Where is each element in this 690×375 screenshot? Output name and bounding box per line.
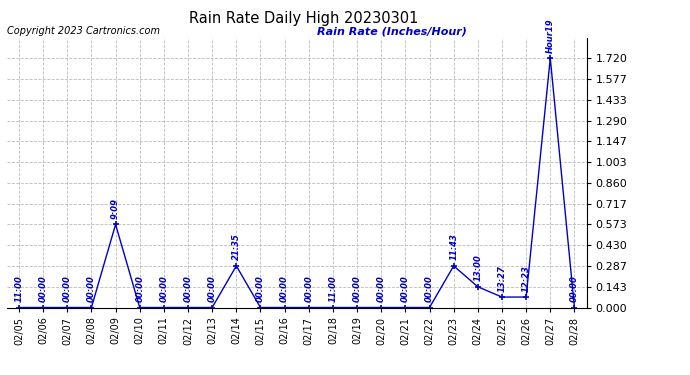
Text: 00:00: 00:00 <box>63 275 72 302</box>
Text: 13:00: 13:00 <box>473 254 482 281</box>
Text: Rain Rate Daily High 20230301: Rain Rate Daily High 20230301 <box>189 11 418 26</box>
Text: 11:43: 11:43 <box>449 234 458 260</box>
Text: Copyright 2023 Cartronics.com: Copyright 2023 Cartronics.com <box>7 26 160 36</box>
Text: 13:27: 13:27 <box>497 265 506 291</box>
Text: 11:00: 11:00 <box>328 275 337 302</box>
Text: 00:00: 00:00 <box>353 275 362 302</box>
Text: Rain Rate (Inches/Hour): Rain Rate (Inches/Hour) <box>317 26 467 36</box>
Text: 21:35: 21:35 <box>232 234 241 260</box>
Text: 00:00: 00:00 <box>208 275 217 302</box>
Text: Hour19: Hour19 <box>546 18 555 53</box>
Text: 12:23: 12:23 <box>522 265 531 291</box>
Text: 00:00: 00:00 <box>39 275 48 302</box>
Text: 00:00: 00:00 <box>401 275 410 302</box>
Text: 00:00: 00:00 <box>159 275 168 302</box>
Text: 00:00: 00:00 <box>280 275 289 302</box>
Text: 00:00: 00:00 <box>377 275 386 302</box>
Text: 11:00: 11:00 <box>14 275 23 302</box>
Text: 00:00: 00:00 <box>87 275 96 302</box>
Text: 00:00: 00:00 <box>425 275 434 302</box>
Text: 00:00: 00:00 <box>570 275 579 302</box>
Text: 00:00: 00:00 <box>184 275 193 302</box>
Text: 9:09: 9:09 <box>111 198 120 219</box>
Text: 00:00: 00:00 <box>256 275 265 302</box>
Text: 00:00: 00:00 <box>135 275 144 302</box>
Text: 00:00: 00:00 <box>304 275 313 302</box>
